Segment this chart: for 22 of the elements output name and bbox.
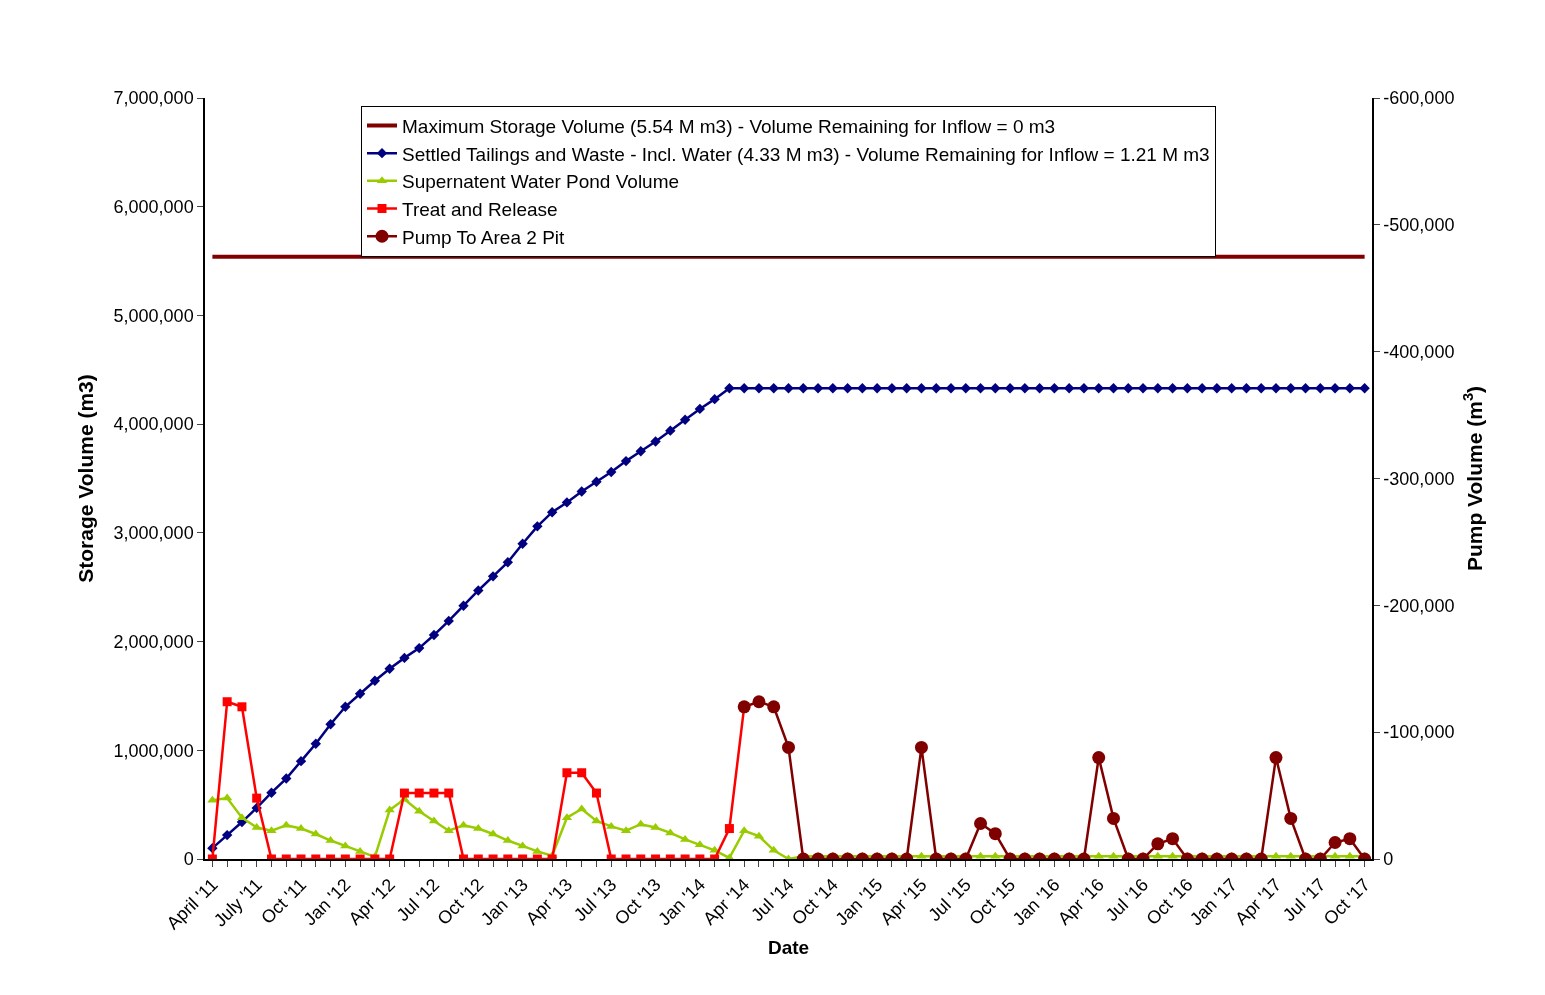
y-tick-label: 0 <box>183 849 194 870</box>
y-tick-label: 3,000,000 <box>113 523 194 544</box>
y-tick-label: 6,000,000 <box>113 197 194 218</box>
legend-label: Maximum Storage Volume (5.54 M m3) - Volume Remaining for Inflow = 0 m3 <box>402 115 1056 137</box>
x-axis-title: Date <box>767 936 810 958</box>
y-tick-label: 2,000,000 <box>113 631 194 652</box>
y-tick-label: 4,000,000 <box>113 414 194 435</box>
legend-label: Pump To Area 2 Pit <box>402 226 566 248</box>
legend-label: Supernatent Water Pond Volume <box>402 171 680 193</box>
y2-tick-label: -600,000 <box>1383 88 1455 109</box>
y-axis-title: Storage Volume (m3) <box>74 374 98 583</box>
y2-tick-label: -500,000 <box>1383 215 1455 236</box>
y-tick-label: 7,000,000 <box>113 88 194 109</box>
y2-tick-label: 0 <box>1383 849 1394 870</box>
y-tick-label: 1,000,000 <box>113 740 194 761</box>
legend-label: Treat and Release <box>402 198 558 220</box>
legend-label: Settled Tailings and Waste - Incl. Water (4.33 M m3) - Volume Remaining for Inflow = 1.21 M m3 <box>402 143 1210 165</box>
y-tick-label: 5,000,000 <box>113 305 194 326</box>
y2-tick-label: -300,000 <box>1383 468 1455 489</box>
y2-tick-label: -100,000 <box>1383 722 1455 743</box>
y2-tick-label: -200,000 <box>1383 595 1455 616</box>
y2-tick-label: -400,000 <box>1383 341 1455 362</box>
